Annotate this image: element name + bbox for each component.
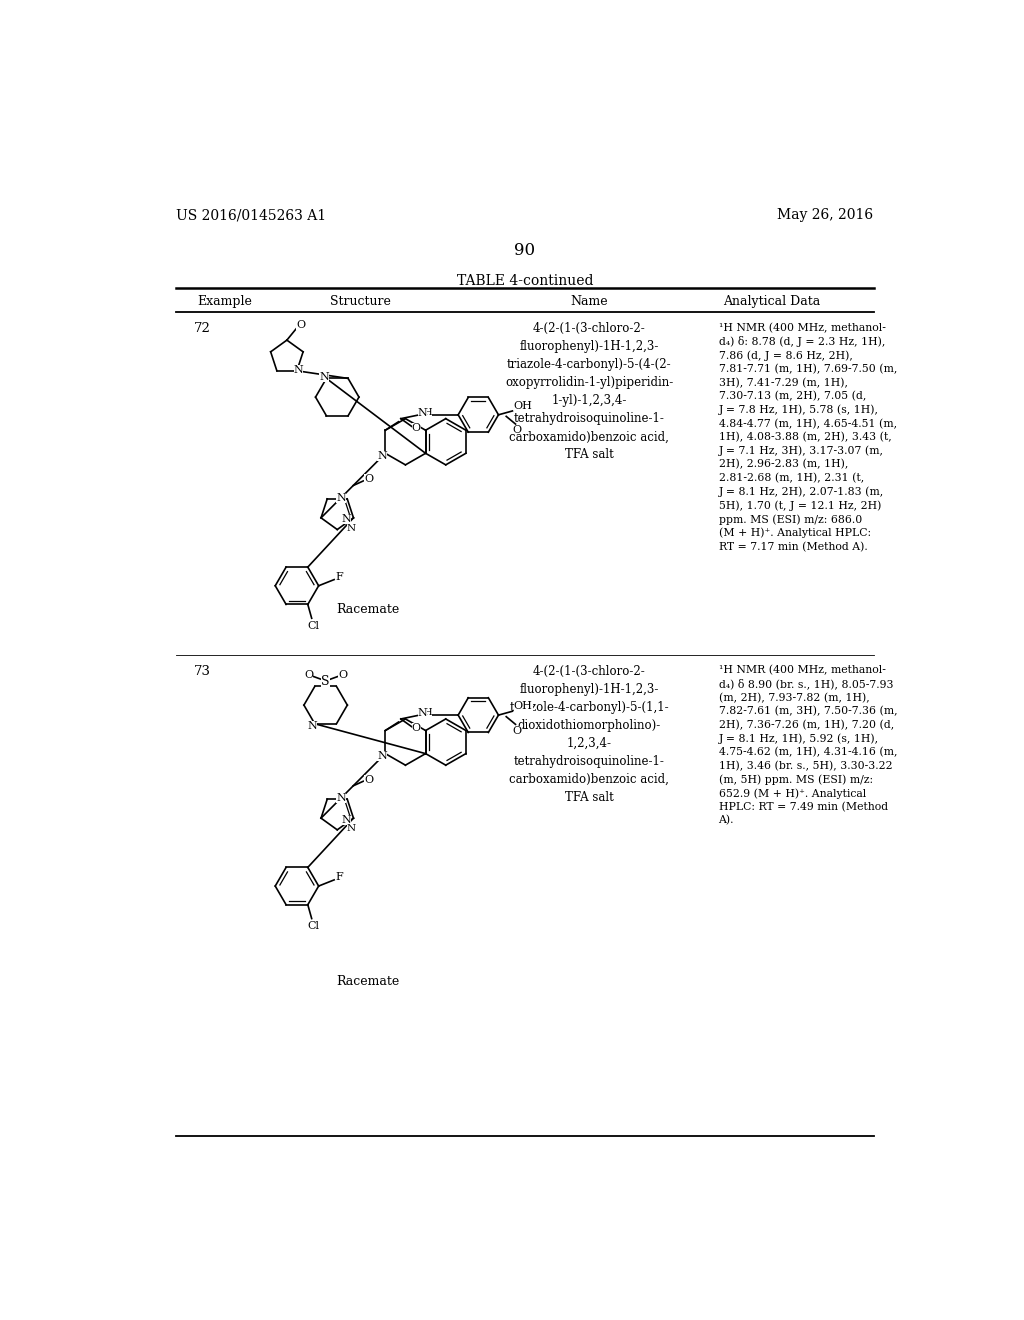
Text: N: N xyxy=(346,524,355,533)
Text: ¹H NMR (400 MHz, methanol-
d₄) δ 8.90 (br. s., 1H), 8.05-7.93
(m, 2H), 7.93-7.82: ¹H NMR (400 MHz, methanol- d₄) δ 8.90 (b… xyxy=(719,665,897,825)
Text: Cl: Cl xyxy=(307,620,319,631)
Text: Cl: Cl xyxy=(307,921,319,932)
Text: OH: OH xyxy=(514,400,532,411)
Text: N: N xyxy=(307,721,317,731)
Text: S: S xyxy=(322,675,330,688)
Text: ¹H NMR (400 MHz, methanol-
d₄) δ: 8.78 (d, J = 2.3 Hz, 1H),
7.86 (d, J = 8.6 Hz,: ¹H NMR (400 MHz, methanol- d₄) δ: 8.78 (… xyxy=(719,322,897,552)
Text: N: N xyxy=(377,450,387,461)
Text: Racemate: Racemate xyxy=(337,974,400,987)
Text: Example: Example xyxy=(198,296,253,309)
Text: O: O xyxy=(296,319,305,330)
Text: F: F xyxy=(336,871,343,882)
Text: N: N xyxy=(346,825,355,833)
Text: O: O xyxy=(412,422,421,433)
Text: Analytical Data: Analytical Data xyxy=(723,296,820,309)
Text: Name: Name xyxy=(570,296,608,309)
Text: N: N xyxy=(342,814,351,825)
Text: O: O xyxy=(365,775,373,784)
Text: 72: 72 xyxy=(194,322,211,335)
Text: May 26, 2016: May 26, 2016 xyxy=(777,209,873,223)
Text: N: N xyxy=(294,366,303,375)
Text: O: O xyxy=(512,425,521,436)
Text: OH: OH xyxy=(514,701,532,711)
Text: O: O xyxy=(338,669,347,680)
Text: O: O xyxy=(512,726,521,735)
Text: Racemate: Racemate xyxy=(337,603,400,616)
Text: N: N xyxy=(336,793,346,804)
Text: 4-(2-(1-(3-chloro-2-
fluorophenyl)-1H-1,2,3-
triazole-4-carbonyl)-5-(1,1-
dioxid: 4-(2-(1-(3-chloro-2- fluorophenyl)-1H-1,… xyxy=(509,665,669,804)
Text: H: H xyxy=(424,408,432,417)
Text: N: N xyxy=(336,494,346,503)
Text: US 2016/0145263 A1: US 2016/0145263 A1 xyxy=(176,209,327,223)
Text: F: F xyxy=(336,572,343,582)
Text: TABLE 4-continued: TABLE 4-continued xyxy=(457,275,593,288)
Text: N: N xyxy=(342,515,351,524)
Text: N: N xyxy=(418,708,427,718)
Text: O: O xyxy=(304,669,313,680)
Text: H: H xyxy=(424,709,432,717)
Text: 4-(2-(1-(3-chloro-2-
fluorophenyl)-1H-1,2,3-
triazole-4-carbonyl)-5-(4-(2-
oxopy: 4-(2-(1-(3-chloro-2- fluorophenyl)-1H-1,… xyxy=(505,322,673,462)
Text: O: O xyxy=(365,474,373,484)
Text: 73: 73 xyxy=(194,665,211,678)
Text: 90: 90 xyxy=(514,242,536,259)
Text: Structure: Structure xyxy=(330,296,391,309)
Text: N: N xyxy=(377,751,387,760)
Text: O: O xyxy=(412,723,421,733)
Text: N: N xyxy=(418,408,427,417)
Text: N: N xyxy=(319,372,329,381)
